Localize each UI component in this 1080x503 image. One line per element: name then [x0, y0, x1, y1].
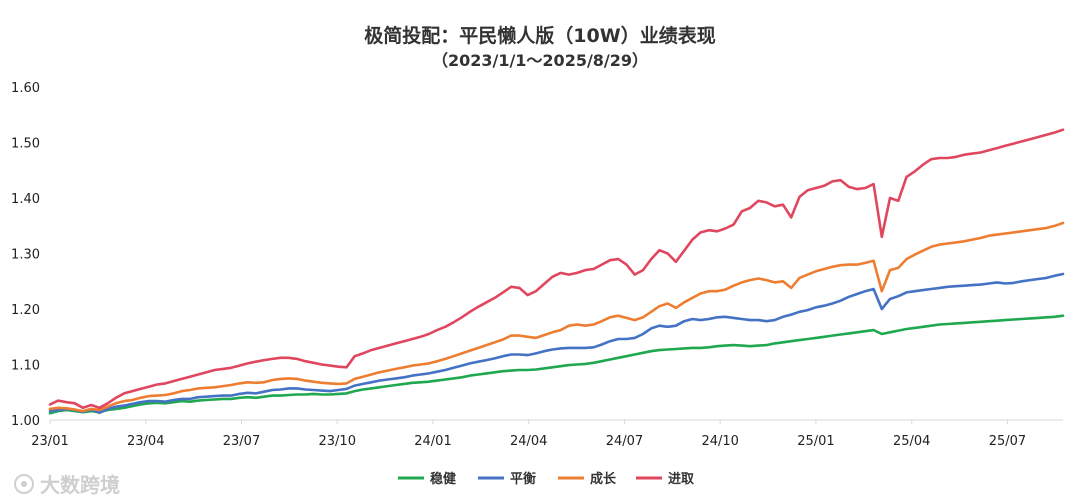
- x-tick-label: 24/04: [510, 434, 547, 449]
- x-tick-label: 25/07: [989, 434, 1026, 449]
- x-tick-label: 24/10: [701, 434, 738, 449]
- y-tick-label: 1.20: [11, 303, 40, 318]
- legend: 稳健 平衡 成长 进取: [398, 471, 695, 487]
- x-axis-ticks: 23/01 23/04 23/07 23/10 24/01 24/04 24/07 24/10…: [31, 420, 1026, 449]
- x-tick-label: 25/04: [893, 434, 930, 449]
- series-line-稳健: [48, 314, 1065, 415]
- x-tick-label: 25/01: [797, 434, 834, 449]
- legend-label: 成长: [590, 471, 617, 487]
- watermark-logo-icon: [14, 474, 34, 494]
- x-tick-label: 23/01: [31, 434, 68, 449]
- y-axis-ticks: 1.00 1.10 1.20 1.30 1.40 1.50 1.60: [11, 81, 40, 429]
- x-tick-label: 24/01: [414, 434, 451, 449]
- series-line-进取: [48, 128, 1065, 410]
- legend-label: 稳健: [430, 471, 456, 487]
- series-line-成长: [48, 221, 1065, 413]
- watermark: 大数跨境: [14, 473, 120, 497]
- watermark-text: 大数跨境: [40, 473, 120, 497]
- y-tick-label: 1.40: [11, 192, 40, 207]
- y-tick-label: 1.30: [11, 248, 40, 263]
- x-tick-label: 23/07: [223, 434, 260, 449]
- x-tick-label: 23/04: [127, 434, 164, 449]
- series-line-平衡: [48, 272, 1065, 415]
- y-tick-label: 1.10: [11, 359, 40, 374]
- legend-label: 平衡: [510, 471, 536, 487]
- series-lines: [48, 128, 1065, 415]
- chart-subtitle: （2023/1/1～2025/8/29）: [432, 51, 648, 70]
- y-tick-label: 1.00: [11, 414, 40, 429]
- legend-label: 进取: [668, 472, 695, 487]
- y-tick-label: 1.50: [11, 137, 40, 152]
- y-tick-label: 1.60: [11, 81, 40, 96]
- chart-title: 极简投配：平民懒人版（10W）业绩表现: [364, 24, 715, 47]
- x-tick-label: 23/10: [319, 434, 356, 449]
- x-tick-label: 24/07: [606, 434, 643, 449]
